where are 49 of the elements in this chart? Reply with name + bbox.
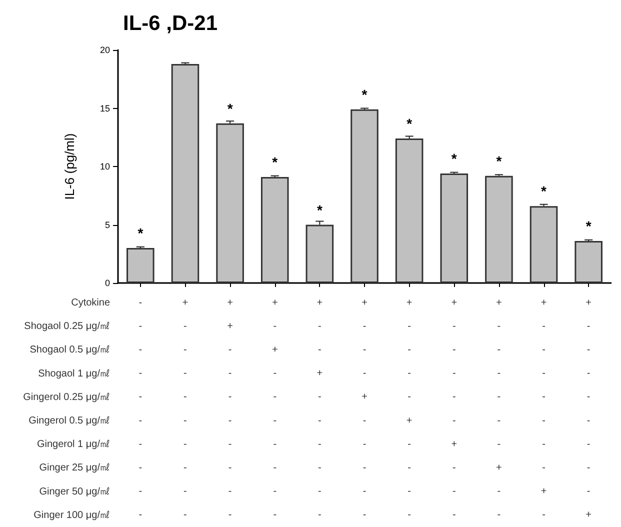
bar — [485, 176, 513, 283]
bar — [306, 224, 334, 283]
data-label: * — [541, 183, 548, 200]
category-label: + - - - - - - - - + — [586, 297, 592, 521]
bar — [574, 241, 602, 283]
bar — [260, 176, 289, 283]
chart-title: IL-6 ,D-21 — [123, 12, 218, 35]
data-label: * — [316, 202, 323, 218]
text: Gingerol 0.25 μg/㎖ — [23, 392, 110, 403]
bar — [126, 248, 154, 283]
data-label: * — [362, 86, 368, 102]
data-label: * — [496, 152, 502, 169]
y-axis-title: IL-6 (pg/ml) — [62, 133, 77, 200]
y-tick-label: 5 — [104, 220, 110, 230]
text: Shogaol 0.5 μg/㎖ — [30, 344, 110, 356]
category-label: + - - - - - - - + - — [540, 297, 547, 521]
category-label: + - - - - - - - - - — [182, 297, 188, 521]
data-label: * — [138, 225, 144, 242]
category-label: + - - - - - - + - - — [496, 297, 502, 521]
category-label: + - + - - - - - - - — [272, 297, 278, 521]
bar — [171, 64, 200, 283]
text: Ginger 100 μg/㎖ — [34, 510, 110, 521]
text: Ginger 50 μg/㎖ — [39, 486, 110, 498]
y-tick-label: 10 — [100, 162, 110, 172]
text: Shogaol 0.25 μg/㎖ — [24, 321, 110, 332]
category-label: - - - - - - - - - - — [138, 297, 142, 521]
category-label: + - - + - - - - - - — [316, 297, 323, 521]
y-tick-label: 20 — [100, 45, 110, 55]
data-label: * — [451, 150, 458, 166]
category-label: + - - - + - - - - - — [362, 297, 368, 521]
bar — [440, 173, 468, 283]
text: Cytokine — [71, 298, 110, 308]
text: Gingerol 0.5 μg/㎖ — [28, 416, 110, 426]
text: Gingerol 1 μg/㎖ — [36, 439, 110, 450]
data-label: * — [272, 154, 278, 170]
y-tick-label: 0 — [104, 278, 110, 288]
category-label: + - - - - + - - - - — [406, 297, 412, 521]
data-label: * — [227, 100, 234, 116]
data-label: * — [586, 218, 592, 234]
category-label: + + - - - - - - - - — [227, 297, 233, 521]
category-label: + - - - - - + - - - — [451, 297, 458, 521]
bar — [350, 109, 378, 283]
bar — [216, 123, 244, 283]
text: Shogaol 1 μg/㎖ — [38, 368, 110, 380]
bar — [395, 138, 424, 283]
bar — [530, 206, 558, 283]
y-tick-label: 15 — [100, 103, 110, 114]
data-label: * — [406, 116, 413, 132]
text: Ginger 25 μg/㎖ — [39, 462, 110, 474]
